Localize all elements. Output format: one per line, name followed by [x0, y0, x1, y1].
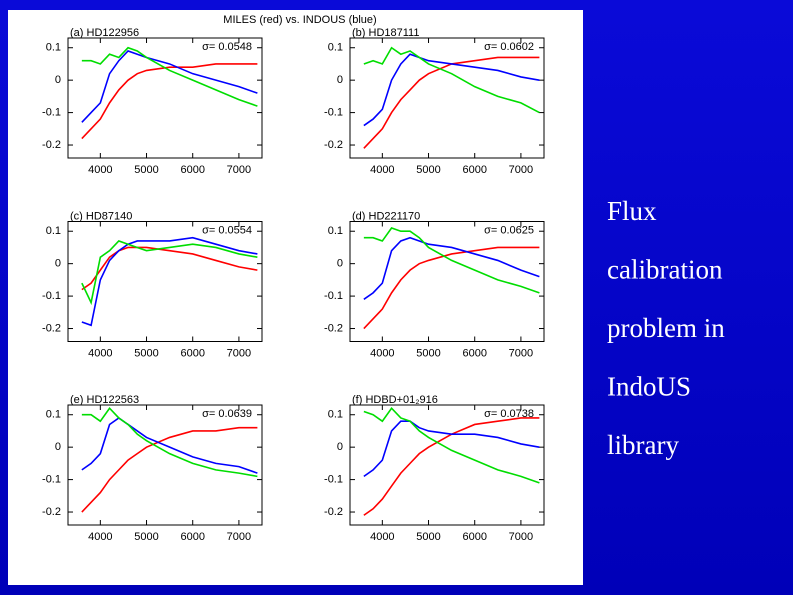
y-tick-label: 0.1	[46, 225, 61, 237]
panel: (f) HDBD+01₂916 -0.2 -0.1 0 0.1 4000 5000 6000 7…	[324, 394, 545, 543]
x-tick-label: 5000	[416, 347, 440, 359]
sigma-annotation: σ= 0.0625	[484, 224, 534, 236]
y-tick-label: -0.1	[324, 474, 343, 486]
y-tick-label: 0	[337, 74, 343, 86]
spectrum-line	[363, 246, 540, 330]
y-tick-label: -0.2	[42, 322, 61, 334]
x-tick-label: 6000	[180, 531, 204, 543]
spectrum-line	[363, 406, 540, 484]
spectrum-line	[363, 236, 540, 300]
caption-line: problem in	[607, 313, 725, 343]
sigma-annotation: σ= 0.0554	[202, 224, 252, 236]
panel-title: (e) HD122563	[70, 394, 139, 406]
x-tick-label: 6000	[180, 164, 204, 176]
figure-panel	[8, 10, 583, 585]
spectrum-line	[81, 46, 258, 107]
y-tick-label: -0.1	[42, 474, 61, 486]
spectrum-line	[81, 426, 258, 513]
panel: (e) HD122563 -0.2 -0.1 0 0.1 4000 5000 6000 7000…	[42, 394, 263, 543]
y-tick-label: 0	[55, 441, 61, 453]
y-tick-label: -0.2	[42, 139, 61, 151]
panel-title: (f) HDBD+01₂916	[352, 394, 438, 406]
panel-title: (b) HD187111	[352, 27, 419, 39]
y-tick-label: 0.1	[328, 42, 343, 54]
x-tick-label: 6000	[180, 347, 204, 359]
panel: (d) HD221170 -0.2 -0.1 0 0.1 4000 5000 6000 7000…	[324, 210, 545, 359]
x-tick-label: 7000	[509, 531, 533, 543]
caption-line: calibration	[607, 255, 723, 285]
panel: (b) HD187111 -0.2 -0.1 0 0.1 4000 5000 6000 7000…	[324, 27, 545, 176]
x-tick-label: 5000	[134, 164, 158, 176]
spectrum-line	[363, 56, 540, 149]
caption-line: library	[607, 430, 679, 460]
caption-line: Flux	[607, 196, 657, 226]
sigma-annotation: σ= 0.0639	[202, 408, 252, 420]
y-tick-label: -0.1	[324, 107, 343, 119]
y-tick-label: 0	[337, 441, 343, 453]
x-tick-label: 6000	[462, 347, 486, 359]
plot-frame	[349, 37, 545, 159]
spectrum-line	[81, 236, 258, 327]
y-tick-label: -0.2	[324, 322, 343, 334]
x-tick-label: 7000	[227, 347, 251, 359]
y-tick-label: 0	[55, 258, 61, 270]
x-tick-label: 4000	[370, 347, 394, 359]
spectrum-line	[363, 417, 540, 516]
spectrum-line	[81, 50, 258, 123]
x-tick-label: 4000	[88, 531, 112, 543]
figure-title: MILES (red) vs. INDOUS (blue)	[223, 14, 376, 26]
y-tick-label: -0.1	[324, 290, 343, 302]
y-tick-label: -0.2	[324, 139, 343, 151]
spectrum-line	[81, 63, 258, 140]
sigma-annotation: σ= 0.0738	[484, 408, 534, 420]
spectrum-line	[363, 227, 540, 294]
x-tick-label: 7000	[509, 164, 533, 176]
sigma-annotation: σ= 0.0602	[484, 41, 534, 53]
caption: Flux calibration problem in IndoUS library	[607, 196, 725, 460]
y-tick-label: 0	[55, 74, 61, 86]
panel-title: (c) HD87140	[70, 210, 132, 222]
y-tick-label: 0	[337, 258, 343, 270]
panel: (a) HD122956 -0.2 -0.1 0 0.1 4000 5000 6000 7000…	[42, 27, 263, 176]
x-tick-label: 6000	[462, 164, 486, 176]
plot-frame	[67, 221, 263, 342]
panel-title: (a) HD122956	[70, 27, 139, 39]
y-tick-label: 0.1	[46, 42, 61, 54]
x-tick-label: 4000	[88, 164, 112, 176]
x-tick-label: 5000	[416, 531, 440, 543]
figure: MILES (red) vs. INDOUS (blue) (a) HD1229…	[42, 14, 545, 543]
x-tick-label: 6000	[462, 531, 486, 543]
plot-frame	[349, 404, 545, 526]
spectrum-line	[81, 240, 258, 306]
x-tick-label: 5000	[134, 531, 158, 543]
panel-title: (d) HD221170	[352, 210, 420, 222]
plot-frame	[67, 37, 263, 159]
spectrum-line	[81, 416, 258, 474]
sigma-annotation: σ= 0.0548	[202, 41, 252, 53]
spectrum-line	[81, 406, 258, 478]
y-tick-label: -0.1	[42, 107, 61, 119]
x-tick-label: 4000	[88, 347, 112, 359]
panel: (c) HD87140 -0.2 -0.1 0 0.1 4000 5000 6000 7000 σ…	[42, 210, 263, 359]
spectrum-line	[363, 420, 540, 478]
y-tick-label: -0.1	[42, 290, 61, 302]
y-tick-label: 0.1	[46, 409, 61, 421]
spectrum-line	[363, 46, 540, 114]
y-tick-label: -0.2	[324, 506, 343, 518]
plot-frame	[349, 221, 545, 342]
y-tick-label: 0.1	[328, 409, 343, 421]
x-tick-label: 7000	[227, 164, 251, 176]
x-tick-label: 5000	[416, 164, 440, 176]
x-tick-label: 7000	[227, 531, 251, 543]
caption-line: IndoUS	[607, 372, 691, 402]
plot-frame	[67, 404, 263, 526]
x-tick-label: 4000	[370, 164, 394, 176]
y-tick-label: -0.2	[42, 506, 61, 518]
x-tick-label: 4000	[370, 531, 394, 543]
x-tick-label: 5000	[134, 347, 158, 359]
x-tick-label: 7000	[509, 347, 533, 359]
y-tick-label: 0.1	[328, 225, 343, 237]
